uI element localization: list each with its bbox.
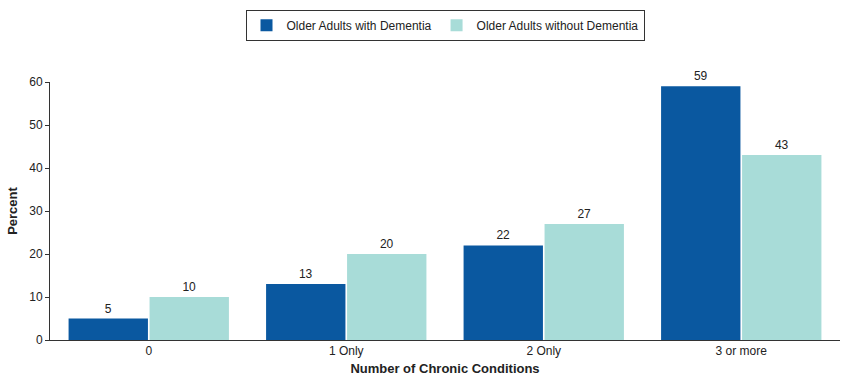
svg-text:Older Adults without Dementia: Older Adults without Dementia: [477, 19, 639, 33]
svg-text:Older Adults with Dementia: Older Adults with Dementia: [287, 19, 432, 33]
svg-text:27: 27: [577, 207, 591, 221]
svg-text:13: 13: [299, 267, 313, 281]
svg-text:Number of Chronic Conditions: Number of Chronic Conditions: [350, 361, 539, 376]
svg-text:22: 22: [496, 228, 510, 242]
svg-text:50: 50: [29, 118, 43, 132]
svg-text:30: 30: [29, 204, 43, 218]
svg-text:0: 0: [145, 344, 152, 358]
svg-text:43: 43: [775, 138, 789, 152]
svg-text:40: 40: [29, 161, 43, 175]
svg-text:59: 59: [694, 69, 708, 83]
svg-text:10: 10: [182, 280, 196, 294]
svg-text:5: 5: [105, 302, 112, 316]
svg-text:Percent: Percent: [5, 186, 20, 234]
svg-text:60: 60: [29, 75, 43, 89]
svg-text:3 or more: 3 or more: [716, 344, 768, 358]
svg-text:2 Only: 2 Only: [526, 344, 561, 358]
svg-text:1 Only: 1 Only: [329, 344, 364, 358]
svg-text:20: 20: [380, 237, 394, 251]
svg-text:10: 10: [29, 290, 43, 304]
svg-text:20: 20: [29, 247, 43, 261]
svg-text:0: 0: [36, 333, 43, 347]
